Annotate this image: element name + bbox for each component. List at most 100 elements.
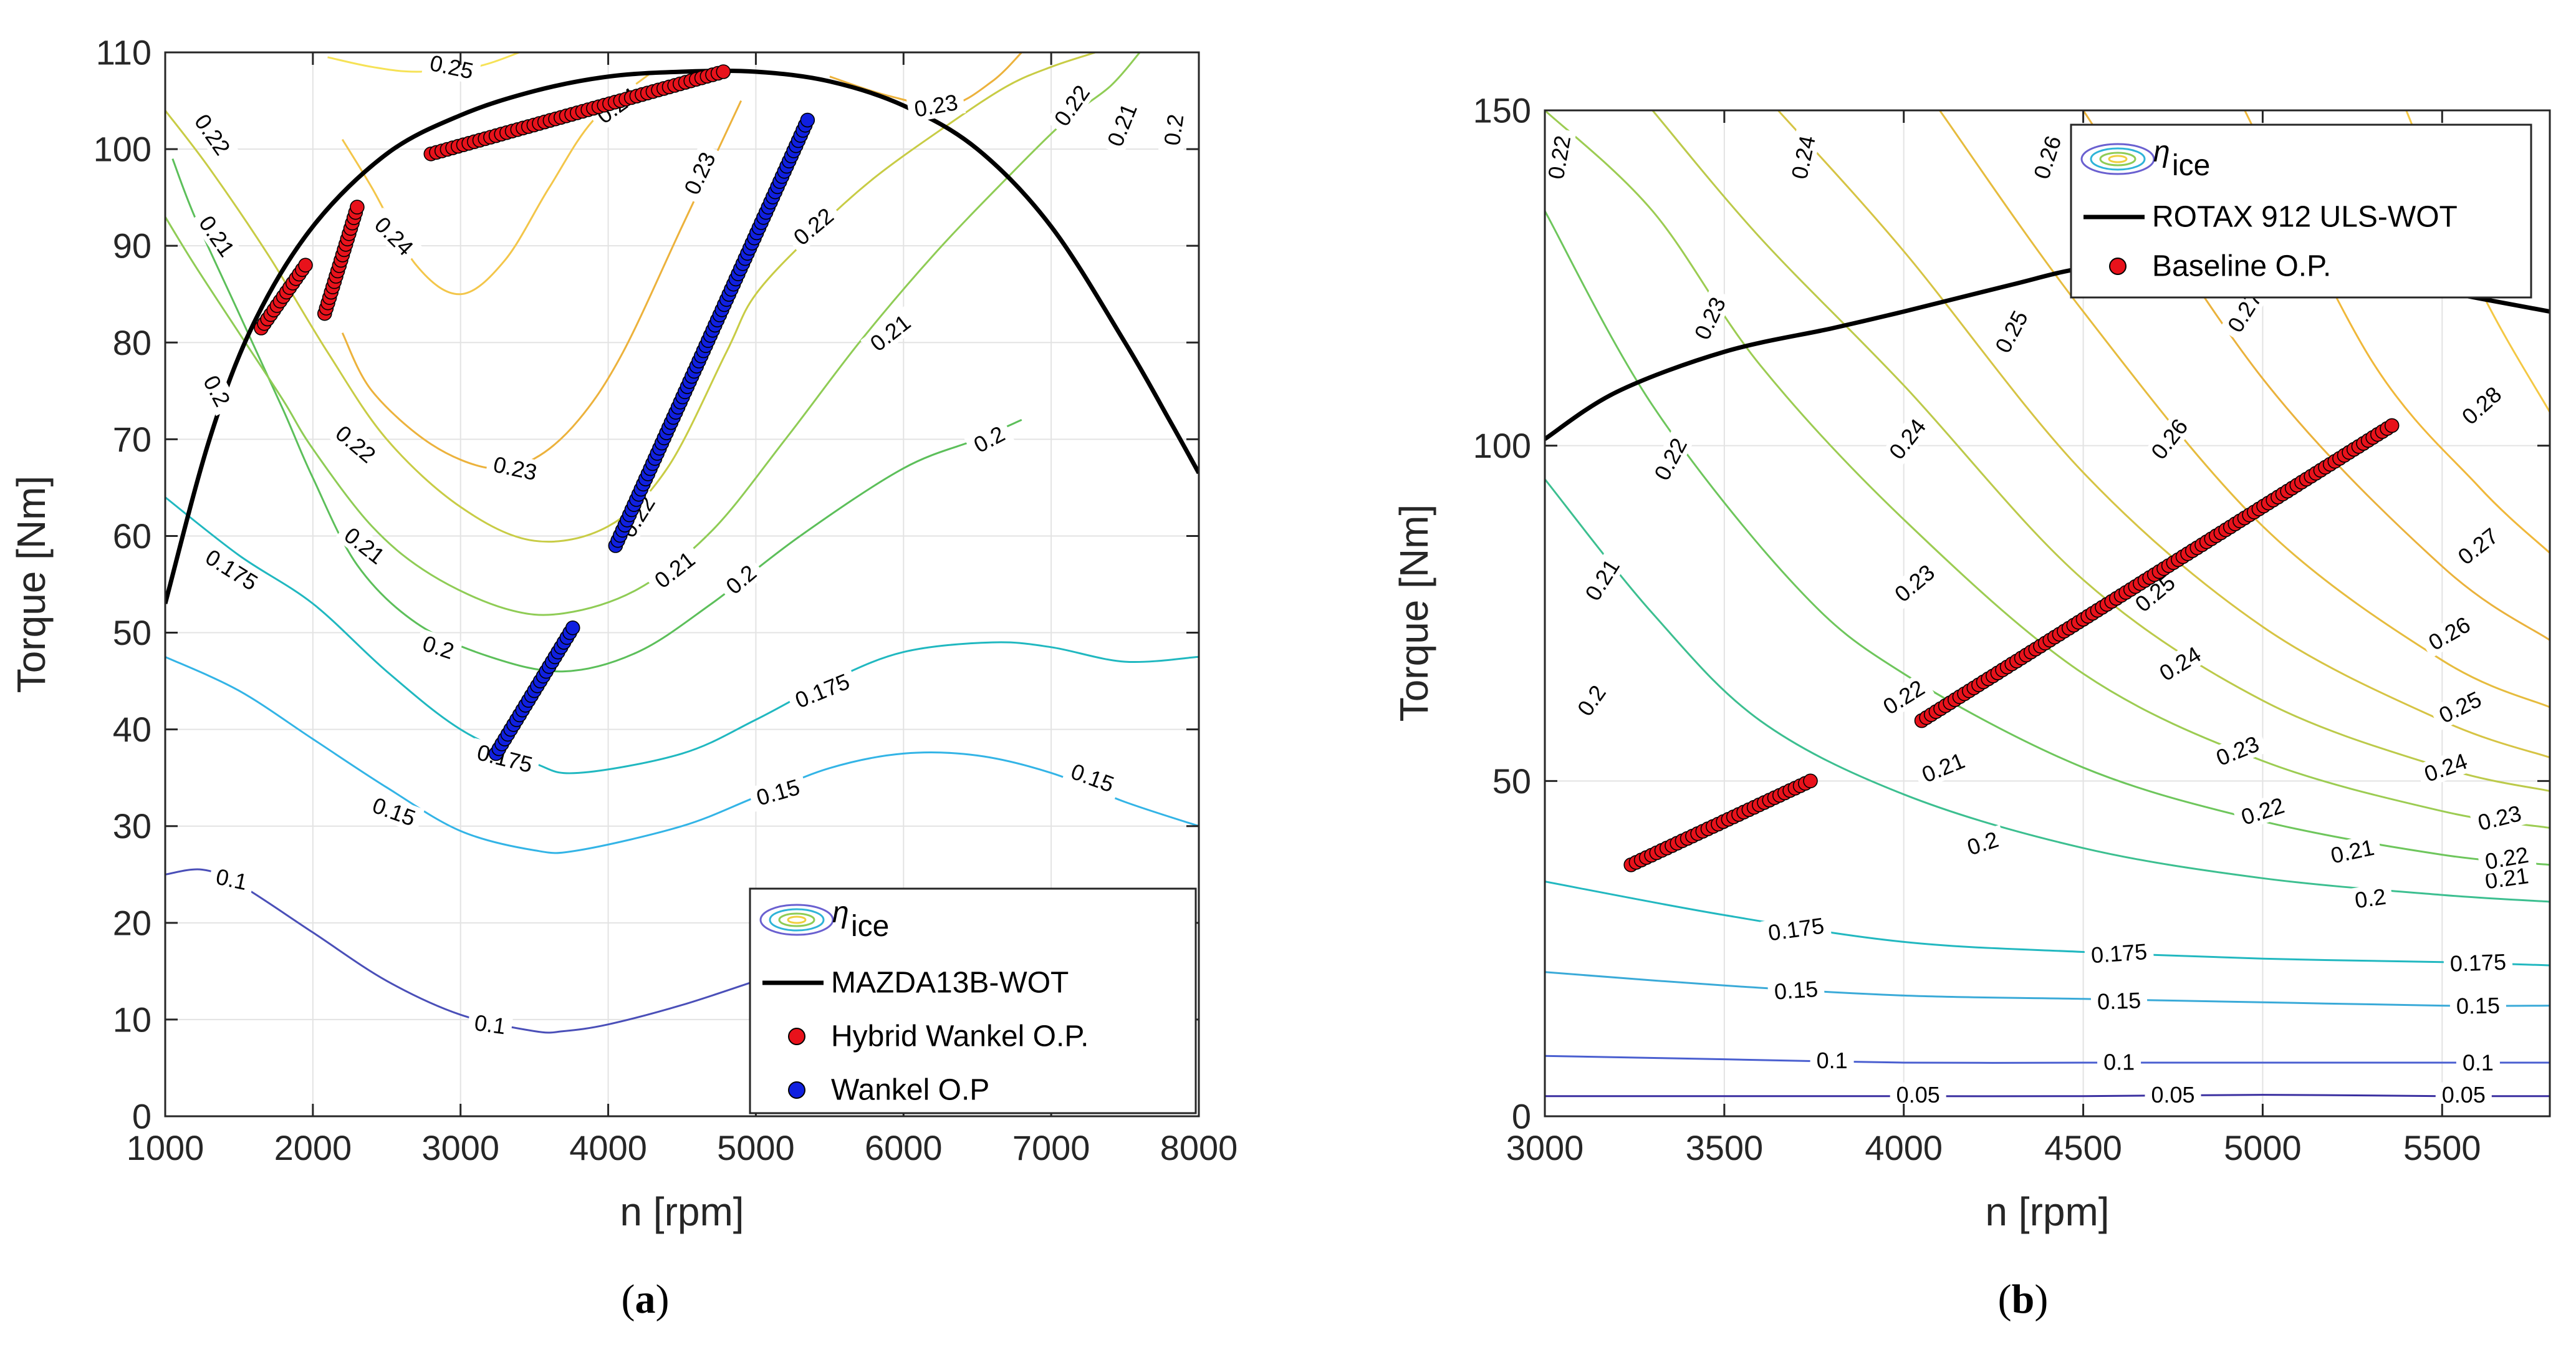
contour-label: 0.05 bbox=[2151, 1082, 2194, 1108]
y-tick-label: 50 bbox=[113, 613, 151, 652]
contour-label-bg bbox=[1062, 756, 1123, 799]
contour-label-group: 0.05 bbox=[2145, 1082, 2201, 1108]
x-tick-label: 3000 bbox=[1506, 1128, 1584, 1167]
contour-label-bg bbox=[413, 628, 463, 666]
panel-caption: (a) bbox=[622, 1277, 670, 1322]
y-axis-label: Torque [Nm] bbox=[9, 476, 54, 693]
contour-line bbox=[171, 158, 1022, 673]
contour-line bbox=[1545, 971, 2550, 1007]
caption-open: ( bbox=[622, 1277, 635, 1322]
y-tick-label: 0 bbox=[132, 1097, 151, 1136]
contour-label: 0.15 bbox=[2456, 992, 2501, 1018]
x-tick-label: 1000 bbox=[127, 1128, 204, 1167]
contour-label-bg bbox=[2415, 746, 2477, 789]
contour-label-group: 0.1 bbox=[2456, 1050, 2500, 1076]
contour-label-bg bbox=[964, 418, 1014, 461]
contour-label-bg bbox=[1987, 301, 2036, 363]
contour-label-group: 0.05 bbox=[2435, 1082, 2492, 1108]
contour-label-group: 0.15 bbox=[2090, 987, 2148, 1015]
legend-label-subscript: ice bbox=[2172, 149, 2210, 182]
contour-label-bg bbox=[1880, 409, 1934, 469]
contour-label-bg bbox=[645, 543, 704, 597]
panel-b: 0.05 0.05 0.05 0.1 0.1 0.1 0.15 0.15 0.15 0.175 0.… bbox=[1391, 91, 2551, 1322]
y-tick-label: 30 bbox=[113, 806, 151, 846]
contour-label: 0.175 bbox=[2090, 939, 2148, 968]
contour-label-bg bbox=[2452, 377, 2511, 434]
y-tick-label: 0 bbox=[1512, 1097, 1531, 1136]
legend-contour-icon bbox=[759, 904, 834, 936]
legend-marker-icon bbox=[788, 1028, 805, 1045]
contour-label-bg bbox=[2150, 638, 2211, 690]
contour-line bbox=[1545, 110, 2550, 829]
contour-label-bg bbox=[326, 416, 385, 472]
contour-line bbox=[1651, 110, 2550, 792]
contour-label-bg bbox=[2347, 882, 2394, 914]
contour-line bbox=[341, 100, 743, 470]
ticks: 3000 3500 4000 4500 5000 5500 0 50 100 150 bbox=[1473, 91, 2550, 1167]
legend-contour-icon bbox=[2108, 155, 2128, 163]
contour-line bbox=[165, 655, 1199, 854]
contour-line bbox=[1545, 1055, 2550, 1064]
contour-label-group: 0.24 bbox=[1880, 409, 1934, 469]
contour-label-bg bbox=[1577, 549, 1628, 611]
legend-contour-icon bbox=[778, 912, 815, 927]
contour-label-group: 0.24 bbox=[2150, 638, 2211, 690]
contour-label-bg bbox=[2418, 608, 2480, 659]
contour-label: 0.175 bbox=[2449, 949, 2506, 977]
contour-label-bg bbox=[1958, 824, 2007, 862]
contour-label-group: 0.24 bbox=[1785, 127, 1822, 188]
contour-line bbox=[165, 52, 1141, 616]
data-point bbox=[1803, 773, 1818, 789]
contour-label-bg bbox=[2097, 1049, 2141, 1074]
data-point bbox=[298, 258, 313, 273]
contour-line bbox=[1545, 1094, 2550, 1098]
x-tick-label: 6000 bbox=[865, 1128, 943, 1167]
contour-label-bg bbox=[1545, 127, 1577, 188]
x-tick-label: 4000 bbox=[569, 1128, 647, 1167]
x-tick-label: 2000 bbox=[274, 1128, 352, 1167]
contour-label-bg bbox=[1873, 672, 1934, 723]
contour-label-bg bbox=[2429, 683, 2491, 731]
contour-label-group: 0.175 bbox=[2443, 949, 2513, 977]
contour-label-bg bbox=[363, 790, 425, 833]
data-point bbox=[565, 620, 580, 635]
contour-label-bg bbox=[2477, 841, 2537, 876]
contour-label-group: 0.2 bbox=[1958, 824, 2007, 862]
panel-a: 0.10.10.15 0.15 0.150.1750.1750.1750.20.20… bbox=[9, 33, 1238, 1323]
contour-line bbox=[165, 52, 1096, 543]
contour-label-bg bbox=[2443, 949, 2513, 977]
contour-label-bg bbox=[716, 556, 766, 604]
contour-label-bg bbox=[468, 738, 542, 779]
contour-label-bg bbox=[786, 666, 859, 715]
contour-label-bg bbox=[1760, 912, 1832, 947]
legend-label: MAZDA13B-WOT bbox=[831, 967, 1069, 1000]
contour-label-bg bbox=[196, 541, 267, 599]
contour-label-group: 0.175 bbox=[2083, 938, 2155, 968]
contour-label-bg bbox=[2322, 833, 2383, 870]
x-tick-label: 7000 bbox=[1012, 1128, 1090, 1167]
contour-label: 0.15 bbox=[2097, 987, 2141, 1014]
x-tick-label: 5000 bbox=[717, 1128, 795, 1167]
contour-label-bg bbox=[2125, 565, 2185, 621]
contour-line bbox=[1939, 110, 2550, 708]
legend-label: Hybrid Wankel O.P. bbox=[831, 1020, 1089, 1053]
contour-label-bg bbox=[466, 1009, 514, 1040]
y-tick-label: 70 bbox=[113, 420, 151, 459]
contour-label: 0.05 bbox=[1896, 1082, 1940, 1108]
contour-label-group: 0.25 bbox=[421, 52, 482, 85]
contour-label: 0.1 bbox=[2463, 1050, 2494, 1076]
caption-close: ) bbox=[656, 1277, 670, 1322]
legend-marker-icon bbox=[788, 1081, 805, 1099]
y-tick-label: 20 bbox=[113, 903, 151, 942]
contour-label-group: 0.21 bbox=[645, 543, 704, 597]
y-tick-label: 80 bbox=[113, 323, 151, 362]
x-tick-label: 5000 bbox=[2224, 1128, 2302, 1167]
legend-label: η bbox=[2153, 135, 2170, 168]
contour-label-bg bbox=[2145, 1082, 2201, 1108]
x-tick-label: 3000 bbox=[421, 1128, 499, 1167]
contour-label: 0.1 bbox=[473, 1010, 507, 1040]
y-tick-label: 50 bbox=[1492, 761, 1531, 801]
contour-label-bg bbox=[2232, 790, 2294, 832]
contour-label-group: 0.2 bbox=[1158, 106, 1189, 153]
